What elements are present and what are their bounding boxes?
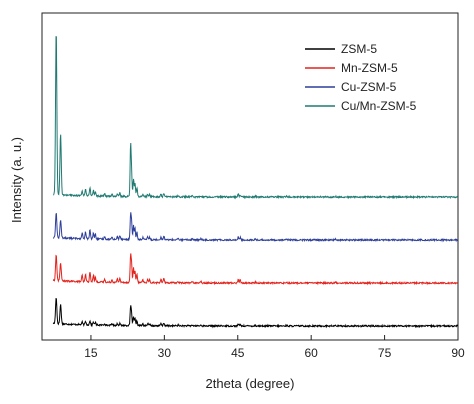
x-tick-label: 45	[231, 346, 245, 360]
x-axis-ticks: 15 30 45 60 75 90	[84, 335, 465, 360]
legend-label: Cu-ZSM-5	[341, 80, 397, 94]
plot-frame	[41, 12, 459, 341]
series-line-cu-zsm-5	[52, 212, 459, 243]
x-tick-label: 30	[158, 346, 172, 360]
x-tick-label: 90	[451, 346, 465, 360]
series-line-cu-mn-zsm-5	[53, 36, 459, 200]
series-line-zsm-5	[52, 297, 459, 329]
y-axis-label: Intensity (a. u.)	[9, 137, 24, 223]
legend-label: Cu/Mn-ZSM-5	[341, 99, 417, 113]
plot-area	[41, 12, 459, 341]
series-line-mn-zsm-5	[52, 253, 459, 286]
x-axis-label: 2theta (degree)	[206, 376, 295, 391]
legend-label: Mn-ZSM-5	[341, 61, 398, 75]
legend-label: ZSM-5	[341, 42, 377, 56]
x-tick-label: 60	[304, 346, 318, 360]
series-layer	[52, 36, 459, 329]
x-tick-label: 75	[378, 346, 392, 360]
x-tick-label: 15	[84, 346, 98, 360]
legend: ZSM-5 Mn-ZSM-5 Cu-ZSM-5 Cu/Mn-ZSM-5	[305, 42, 417, 113]
